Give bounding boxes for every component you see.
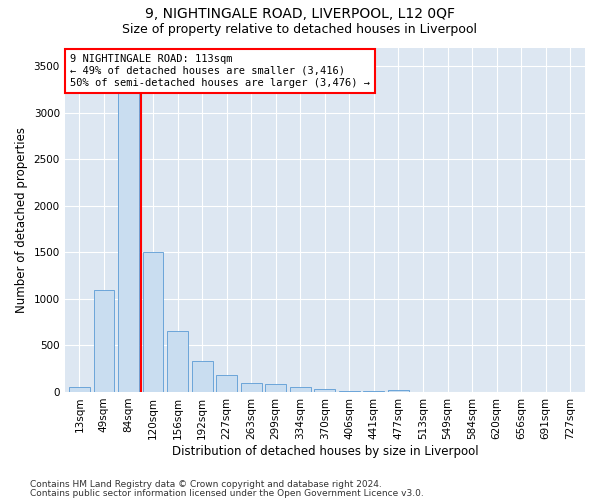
- Text: Contains HM Land Registry data © Crown copyright and database right 2024.: Contains HM Land Registry data © Crown c…: [30, 480, 382, 489]
- Text: Size of property relative to detached houses in Liverpool: Size of property relative to detached ho…: [122, 22, 478, 36]
- Bar: [118, 76, 139, 392]
- Bar: [314, 389, 335, 392]
- Bar: [94, 290, 115, 392]
- Text: 9, NIGHTINGALE ROAD, LIVERPOOL, L12 0QF: 9, NIGHTINGALE ROAD, LIVERPOOL, L12 0QF: [145, 8, 455, 22]
- Text: 9 NIGHTINGALE ROAD: 113sqm
← 49% of detached houses are smaller (3,416)
50% of s: 9 NIGHTINGALE ROAD: 113sqm ← 49% of deta…: [70, 54, 370, 88]
- Bar: [241, 382, 262, 392]
- Y-axis label: Number of detached properties: Number of detached properties: [15, 126, 28, 312]
- Bar: [290, 388, 311, 392]
- Bar: [69, 388, 90, 392]
- Bar: [167, 332, 188, 392]
- Bar: [339, 391, 360, 392]
- Bar: [265, 384, 286, 392]
- Text: Contains public sector information licensed under the Open Government Licence v3: Contains public sector information licen…: [30, 488, 424, 498]
- Bar: [143, 252, 163, 392]
- Bar: [388, 390, 409, 392]
- X-axis label: Distribution of detached houses by size in Liverpool: Distribution of detached houses by size …: [172, 444, 478, 458]
- Bar: [191, 361, 212, 392]
- Bar: [216, 374, 237, 392]
